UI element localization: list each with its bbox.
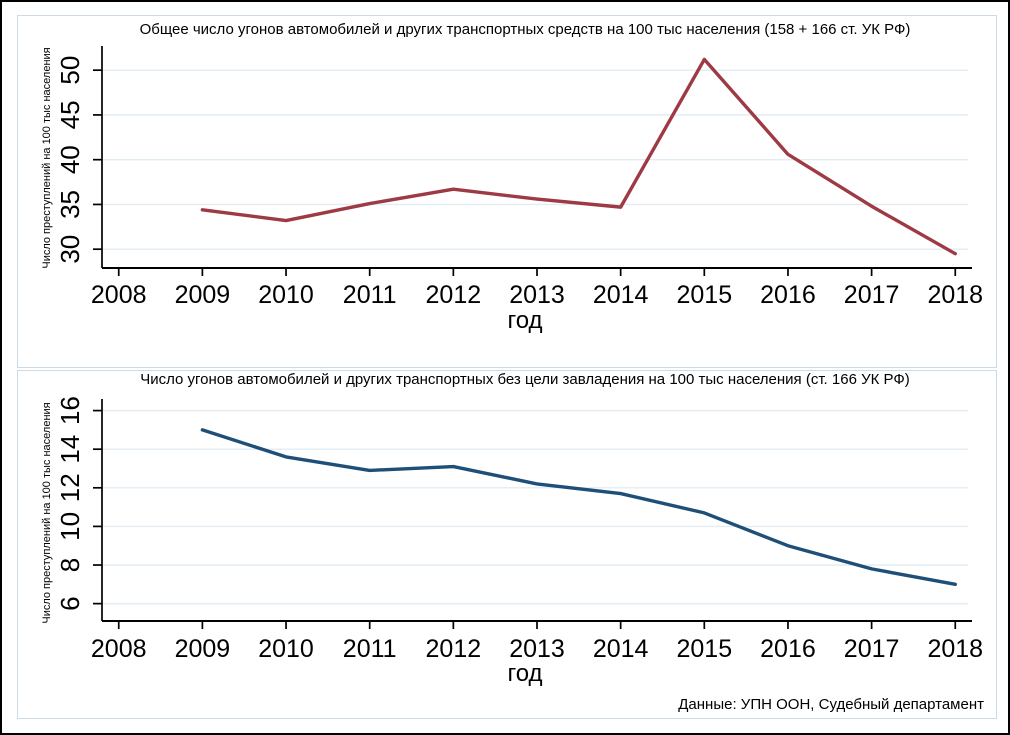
y-tick-label: 40 [55, 145, 85, 174]
y-tick-label: 8 [55, 558, 85, 572]
x-tick-label: 2018 [927, 281, 983, 309]
chart-title-joyriding: Число угонов автомобилей и других трансп… [140, 371, 910, 388]
y-tick-label: 12 [55, 473, 85, 502]
x-tick-label: 2013 [509, 281, 565, 309]
x-tick-label: 2013 [509, 635, 565, 663]
total-thefts-line-chart: 30 35 40 45 50 2008 2009 2010 2011 2012 2013 2014 20… [55, 46, 983, 309]
x-tick-label: 2015 [676, 635, 732, 663]
x-tick-label: 2017 [844, 635, 900, 663]
y-tick-label: 10 [55, 512, 85, 541]
x-axis-title-total: год [507, 307, 543, 334]
y-tick-label: 50 [55, 56, 85, 85]
x-tick-label: 2009 [175, 635, 231, 663]
joyriding-thefts-line-chart: 6 8 10 12 14 16 2008 2009 2010 2011 2012 2013 2014 20… [55, 396, 983, 663]
y-tick-label: 16 [55, 396, 85, 425]
x-tick-label: 2014 [593, 281, 649, 309]
x-tick-label: 2012 [426, 635, 482, 663]
data-line [200, 57, 957, 256]
x-tick-label: 2008 [91, 635, 147, 663]
source-note: Данные: УПН ООН, Судебный департамент [678, 696, 984, 713]
y-tick-label: 6 [55, 596, 85, 610]
x-tick-label: 2015 [676, 281, 732, 309]
chart-panel-total-thefts: Общее число угонов автомобилей и других … [17, 15, 997, 368]
x-tick-label: 2008 [91, 281, 147, 309]
y-tick-label: 35 [55, 190, 85, 219]
x-tick-label: 2017 [844, 281, 900, 309]
x-tick-label: 2011 [343, 281, 397, 309]
x-tick-label: 2010 [258, 635, 314, 663]
x-tick-label: 2014 [593, 635, 649, 663]
x-tick-label: 2018 [927, 635, 983, 663]
x-tick-label: 2012 [426, 281, 482, 309]
x-tick-label: 2016 [760, 635, 816, 663]
x-tick-label: 2010 [258, 281, 314, 309]
y-tick-label: 30 [55, 235, 85, 264]
chart-panel-joyriding-thefts: Число угонов автомобилей и других трансп… [17, 370, 997, 719]
x-axis-title-joyriding: год [507, 660, 543, 687]
x-tick-label: 2011 [343, 635, 397, 663]
data-line [200, 428, 957, 587]
x-tick-label: 2009 [175, 281, 231, 309]
y-tick-label: 14 [55, 435, 85, 464]
x-tick-label: 2016 [760, 281, 816, 309]
y-tick-label: 45 [55, 100, 85, 129]
chart-title-total: Общее число угонов автомобилей и других … [139, 21, 911, 38]
